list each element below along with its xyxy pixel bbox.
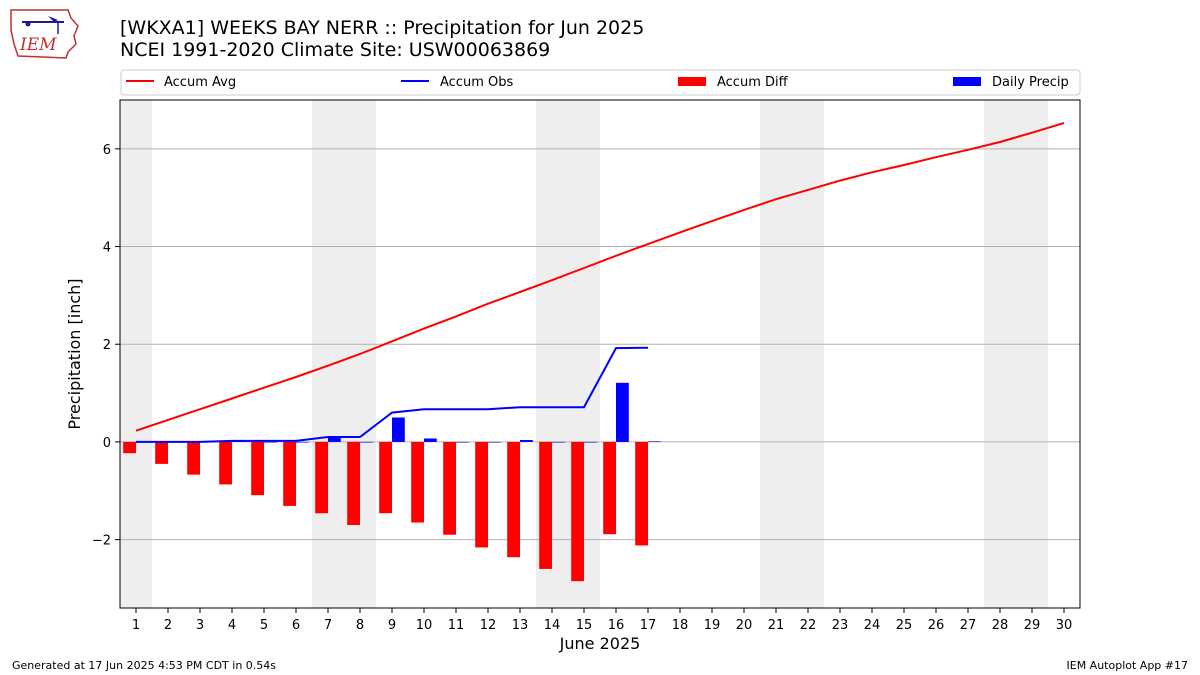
x-tick-label-day-8: 8	[356, 618, 364, 633]
daily-precip-bar-day-9	[392, 417, 405, 442]
accum-diff-bar-day-6	[283, 441, 296, 506]
x-tick-label-day-13: 13	[512, 618, 529, 633]
daily-precip-bar-day-15	[584, 441, 597, 443]
x-tick-label-day-28: 28	[992, 618, 1009, 633]
legend-label-accum-obs: Accum Obs	[440, 75, 513, 90]
accum-diff-bar-day-11	[443, 441, 456, 535]
weekend-shade-day-22	[792, 100, 824, 608]
x-tick-label-day-1: 1	[132, 618, 140, 633]
daily-precip-bar-day-7	[328, 438, 341, 442]
accum-diff-bar-day-15	[571, 441, 584, 582]
x-axis-label: June 2025	[559, 634, 641, 653]
lines	[135, 122, 1065, 443]
accum-diff-bar-day-3	[187, 441, 200, 475]
legend-swatch-daily-precip	[953, 77, 981, 86]
legend-swatch-accum-diff	[678, 77, 706, 86]
x-tick-label-day-5: 5	[260, 618, 268, 633]
x-tick-label-day-7: 7	[324, 618, 332, 633]
x-tick-label-day-21: 21	[768, 618, 785, 633]
x-tick-label-day-10: 10	[416, 618, 433, 633]
accum-diff-bar-day-9	[379, 441, 392, 514]
weekend-shade-day-28	[984, 100, 1016, 608]
accum-diff-bar-day-10	[411, 441, 424, 523]
legend-box	[120, 69, 1081, 96]
accum-diff-bar-day-16	[603, 441, 616, 535]
x-tick-label-day-15: 15	[576, 618, 593, 633]
accum-diff-bar-day-14	[539, 441, 552, 569]
weekend-shade-day-1	[120, 100, 152, 608]
legend-label-accum-diff: Accum Diff	[717, 75, 789, 90]
y-axis: −2 0 2 4 6	[92, 143, 120, 549]
logo-text: IEM	[19, 35, 57, 55]
x-tick-label-day-4: 4	[228, 618, 236, 633]
iowa-outline	[10, 9, 79, 59]
daily-precip-bar-day-6	[296, 441, 309, 443]
daily-precip-bar-day-8	[360, 441, 373, 443]
x-tick-label-day-17: 17	[640, 618, 657, 633]
accum-diff-bar-day-17	[635, 441, 648, 546]
chart-subtitle: NCEI 1991-2020 Climate Site: USW00063869	[120, 39, 551, 61]
footer-app: IEM Autoplot App #17	[1066, 659, 1189, 672]
daily-precip-bar-day-14	[552, 441, 565, 443]
daily-precip-bar-day-12	[488, 441, 501, 443]
x-tick-label-day-20: 20	[736, 618, 753, 633]
plot-frame	[119, 99, 1081, 609]
x-tick-label-day-11: 11	[448, 618, 465, 633]
daily-precip-bar-day-13	[520, 439, 533, 442]
daily-precip-bar-day-10	[424, 438, 437, 442]
weekend-shade-day-7	[312, 100, 344, 608]
y-tick-label: 6	[103, 143, 111, 158]
accum-diff-bar-day-7	[315, 441, 328, 514]
x-tick-label-day-30: 30	[1056, 618, 1073, 633]
weekend-shade-day-21	[760, 100, 792, 608]
daily-precip-bar-day-11	[456, 441, 469, 443]
y-tick-label: 0	[103, 436, 111, 451]
daily-precip-bar-day-5	[264, 441, 277, 443]
accum-obs-line	[136, 346, 649, 443]
accum-avg-line	[135, 122, 1065, 432]
accum-diff-bar-day-8	[347, 441, 360, 525]
x-tick-label-day-19: 19	[704, 618, 721, 633]
x-tick-label-day-27: 27	[960, 618, 977, 633]
bars	[123, 382, 661, 582]
x-tick-label-day-14: 14	[544, 618, 561, 633]
x-tick-label-day-12: 12	[480, 618, 497, 633]
x-tick-label-day-22: 22	[800, 618, 817, 633]
x-tick-label-day-23: 23	[832, 618, 849, 633]
accum-diff-bar-day-12	[475, 441, 488, 548]
legend-label-accum-avg: Accum Avg	[164, 75, 236, 90]
y-tick-label: 2	[103, 338, 111, 353]
accum-diff-bar-day-5	[251, 441, 264, 496]
y-tick-label: 4	[103, 241, 111, 256]
x-tick-label-day-25: 25	[896, 618, 913, 633]
weekend-shade-day-29	[1016, 100, 1048, 608]
footer-generated: Generated at 17 Jun 2025 4:53 PM CDT in …	[12, 659, 277, 672]
legend: Accum Avg Accum Obs Accum Diff Daily Pre…	[120, 69, 1081, 96]
x-tick-label-day-18: 18	[672, 618, 689, 633]
daily-precip-bar-day-16	[616, 382, 629, 442]
legend-label-daily-precip: Daily Precip	[992, 75, 1069, 90]
x-tick-label-day-24: 24	[864, 618, 881, 633]
x-tick-label-day-16: 16	[608, 618, 625, 633]
iem-logo: IEM	[10, 9, 79, 59]
x-tick-label-day-29: 29	[1024, 618, 1041, 633]
accum-diff-bar-day-1	[123, 441, 136, 454]
x-tick-label-day-26: 26	[928, 618, 945, 633]
accum-diff-bar-day-4	[219, 441, 232, 485]
accum-diff-bar-day-13	[507, 441, 520, 558]
chart-title: [WKXA1] WEEKS BAY NERR :: Precipitation …	[120, 17, 645, 39]
x-tick-label-day-2: 2	[164, 618, 172, 633]
x-axis: 1 2 3 4 5 6 7 8 9 10 11 12 13 14 15 16 17 18 19 20 21 22 23 24 2…	[132, 608, 1072, 633]
y-axis-label: Precipitation [inch]	[65, 278, 84, 429]
gridlines	[120, 148, 1080, 541]
y-tick-label: −2	[92, 534, 111, 549]
daily-precip-bar-day-17	[648, 441, 661, 443]
accum-diff-bar-day-2	[155, 441, 168, 464]
x-tick-label-day-6: 6	[292, 618, 300, 633]
x-tick-label-day-9: 9	[388, 618, 396, 633]
x-tick-label-day-3: 3	[196, 618, 204, 633]
